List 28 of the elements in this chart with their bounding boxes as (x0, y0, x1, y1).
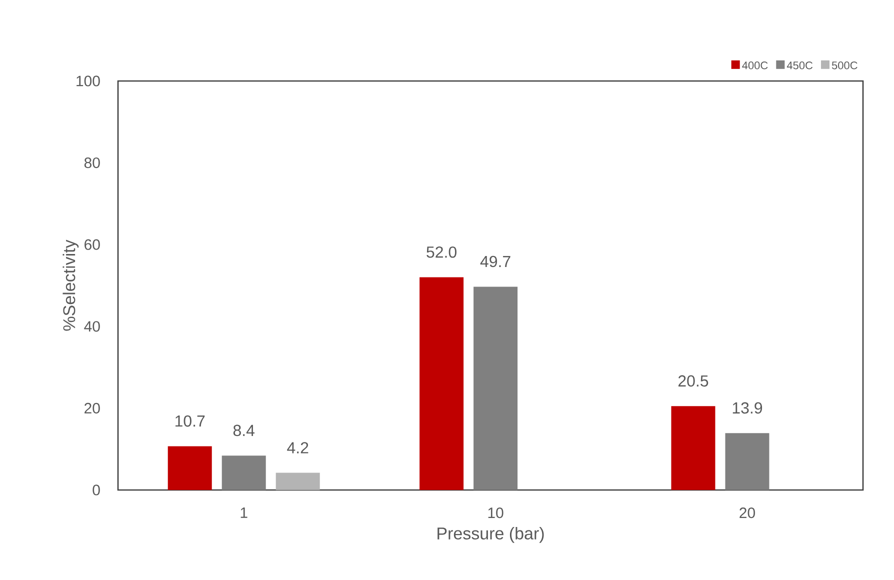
x-tick-label: 1 (240, 508, 248, 518)
legend-label: 400C (742, 61, 768, 70)
bar (725, 433, 770, 490)
data-label: 13.9 (732, 402, 762, 414)
bar (222, 456, 266, 490)
bar (671, 406, 716, 490)
x-axis-title: Pressure (bar) (438, 527, 544, 543)
bar (276, 472, 320, 490)
y-axis-title: %Selectivity (62, 240, 79, 331)
y-tick-label: 40 (84, 321, 100, 332)
y-tick-label: 20 (84, 402, 100, 414)
data-label: 8.4 (233, 424, 254, 436)
y-tick-label: 100 (76, 76, 100, 86)
data-label: 49.7 (480, 256, 510, 268)
bar (168, 446, 212, 490)
data-label: 10.7 (176, 415, 205, 427)
data-label: 52.0 (426, 246, 456, 258)
y-tick-label: 80 (84, 157, 100, 168)
bar (420, 277, 464, 490)
data-label: 20.5 (678, 375, 708, 387)
x-tick-label: 20 (740, 508, 755, 518)
bar (474, 286, 518, 490)
data-label: 4.2 (287, 442, 308, 454)
legend-label: 500C (832, 61, 858, 70)
y-tick-label: 60 (84, 239, 100, 250)
y-tick-label: 0 (92, 484, 100, 496)
x-tick-label: 10 (488, 508, 504, 518)
legend-label: 450C (786, 61, 813, 70)
